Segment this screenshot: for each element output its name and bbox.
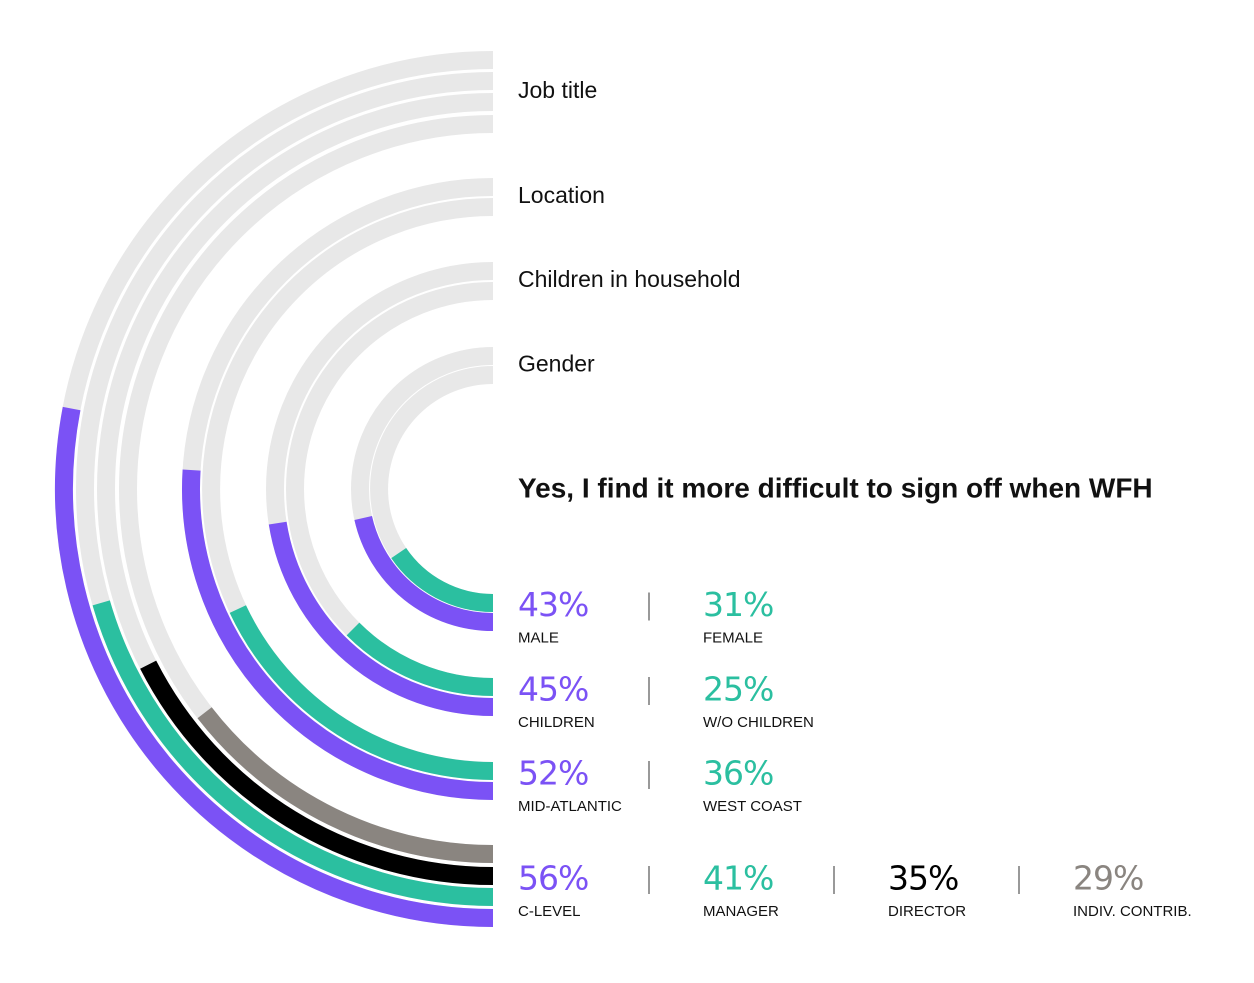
- series-name: MID-ATLANTIC: [518, 798, 622, 815]
- value-label: 29%: [1073, 859, 1143, 898]
- series-name: MANAGER: [703, 903, 779, 920]
- value-label: 56%: [518, 859, 588, 898]
- group-label: Gender: [518, 351, 595, 377]
- series-name: DIRECTOR: [888, 903, 966, 920]
- value-label: 45%: [518, 670, 588, 709]
- bar-arc: [391, 547, 494, 612]
- value-label: 35%: [888, 859, 958, 898]
- bar-arc: [182, 469, 494, 800]
- series-name: C-LEVEL: [518, 903, 581, 920]
- bar-arc: [55, 406, 494, 927]
- chart-title: Yes, I find it more difficult to sign of…: [518, 472, 1153, 503]
- series-name: W/O CHILDREN: [703, 714, 814, 731]
- bar-arc: [354, 515, 494, 631]
- group-label: Job title: [518, 77, 597, 103]
- series-name: WEST COAST: [703, 798, 802, 815]
- value-label: 43%: [518, 585, 588, 624]
- value-label: 25%: [703, 670, 773, 709]
- bar-arc: [140, 660, 494, 885]
- value-label: 31%: [703, 585, 773, 624]
- bar-arc: [346, 622, 494, 696]
- bar-arc: [197, 707, 494, 863]
- value-label: 36%: [703, 754, 773, 793]
- series-name: FEMALE: [703, 629, 763, 646]
- series-name: CHILDREN: [518, 714, 595, 731]
- bar-arc: [229, 605, 494, 780]
- bar-arc: [92, 600, 494, 906]
- value-label: 41%: [703, 859, 773, 898]
- bar-arc: [268, 521, 494, 716]
- series-name: MALE: [518, 629, 559, 646]
- value-label: 52%: [518, 754, 588, 793]
- group-label: Children in household: [518, 266, 741, 292]
- group-label: Location: [518, 182, 605, 208]
- series-name: INDIV. CONTRIB.: [1073, 903, 1192, 920]
